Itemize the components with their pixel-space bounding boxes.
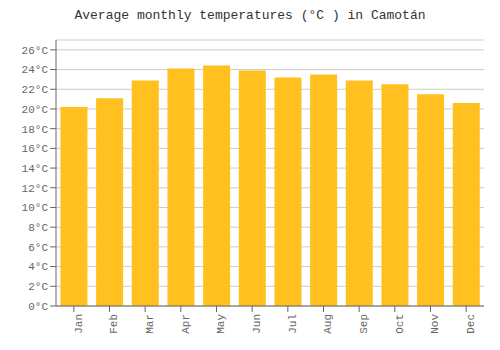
svg-text:Oct: Oct [394, 314, 406, 334]
svg-text:Aug: Aug [322, 314, 334, 334]
svg-text:Dec: Dec [465, 314, 477, 334]
svg-text:0°C: 0°C [28, 301, 48, 313]
svg-text:Feb: Feb [108, 314, 120, 334]
svg-text:Jul: Jul [287, 314, 299, 334]
html-text:Average monthly temperatures (: Average monthly temperatures (°C ) in Ca… [74, 8, 426, 23]
svg-text:2°C: 2°C [28, 281, 48, 293]
svg-text:4°C: 4°C [28, 261, 48, 273]
svg-text:Nov: Nov [429, 314, 441, 334]
svg-text:14°C: 14°C [22, 163, 49, 175]
svg-text:16°C: 16°C [22, 143, 49, 155]
svg-text:12°C: 12°C [22, 183, 49, 195]
svg-text:20°C: 20°C [22, 104, 49, 116]
svg-text:22°C: 22°C [22, 84, 49, 96]
svg-text:26°C: 26°C [22, 45, 49, 57]
svg-text:May: May [215, 314, 227, 334]
svg-text:10°C: 10°C [22, 202, 49, 214]
svg-text:24°C: 24°C [22, 64, 49, 76]
svg-text:Jan: Jan [73, 314, 85, 334]
svg-text:6°C: 6°C [28, 242, 48, 254]
svg-text:18°C: 18°C [22, 124, 49, 136]
svg-text:8°C: 8°C [28, 222, 48, 234]
svg-text:Apr: Apr [180, 314, 192, 334]
svg-text:Jun: Jun [251, 314, 263, 334]
svg-text:Mar: Mar [144, 314, 156, 334]
svg-text:Sep: Sep [358, 314, 370, 334]
